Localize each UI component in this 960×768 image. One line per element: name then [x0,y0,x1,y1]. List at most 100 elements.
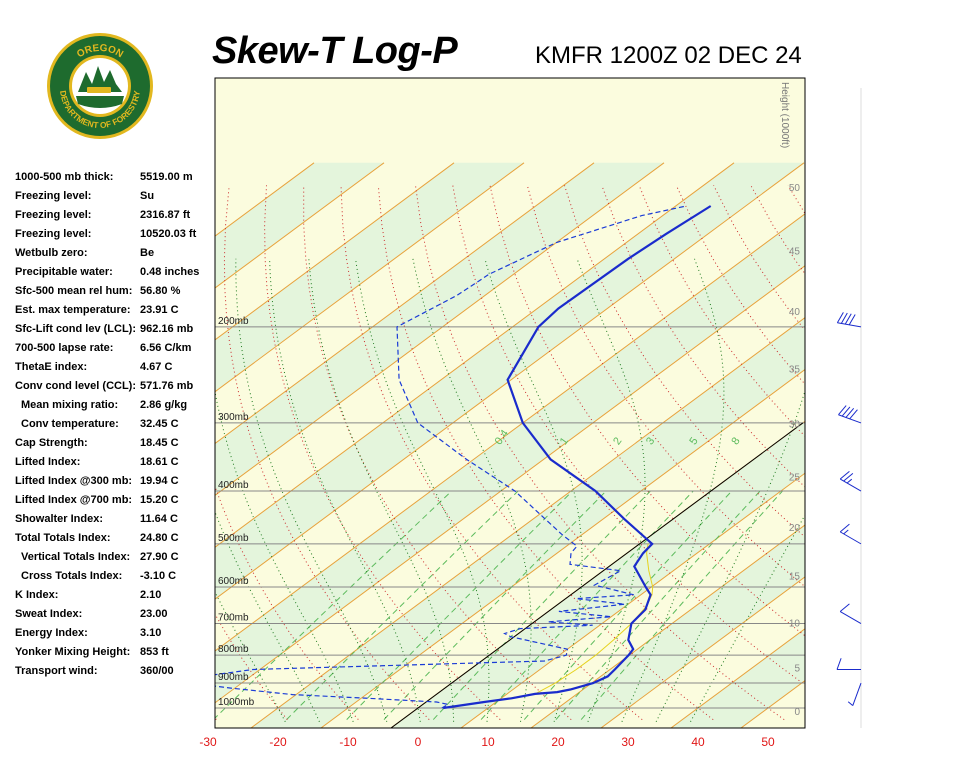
wind-barb-flag [848,314,856,326]
dry-adiabat [415,185,785,721]
index-label: Est. max temperature: [15,304,131,316]
height-tick-label: 20 [789,523,801,534]
wind-barb-flag [836,658,842,670]
index-value: 18.61 C [140,456,179,468]
wind-barb [847,682,862,706]
index-row: Est. max temperature: 23.91 C [15,301,215,320]
wind-barb [839,470,862,492]
index-row: Conv temperature: 32.45 C [15,415,215,434]
mixing-ratio-line [580,490,783,720]
dry-adiabat [863,185,960,719]
index-row: Yonker Mixing Height: 853 ft [15,643,215,662]
temperature-profile [443,205,712,710]
temperature-tick-label: 10 [481,735,495,749]
wind-barb-flag [843,529,849,535]
isotherm [320,368,805,728]
index-label: Mean mixing ratio: [21,399,119,411]
moist-adiabat [355,258,490,722]
isotherm [215,162,525,393]
index-value: 0.48 inches [140,266,200,278]
wind-barb-flag [841,406,851,417]
dry-adiabat [564,185,805,538]
index-label: Cross Totals Index: [21,570,123,582]
mixing-ratio-line [383,490,607,720]
index-value: 360/00 [140,665,174,677]
oregon-forestry-logo: OREGON DEPARTMENT OF FORESTRY [47,33,153,139]
wind-barb-flag [846,478,853,484]
isotherm [215,162,735,548]
wind-barb-shaft [852,682,862,706]
index-row: Wetbulb zero: Be [15,244,215,263]
plot-frame [214,77,806,729]
index-value: 6.56 C/km [140,342,192,354]
mixing-ratio-label: 1 [558,435,571,447]
mixing-ratio-line [346,490,573,720]
station-time-label: KMFR 1200Z 02 DEC 24 [535,42,802,69]
index-row: 700-500 lapse rate: 6.56 C/km [15,339,215,358]
index-label: Freezing level: [15,228,92,240]
temperature-tick-label: 20 [551,735,565,749]
wind-barb-flag [836,312,844,324]
wind-barb [839,603,862,624]
wind-barb-flag [845,407,855,418]
wind-barb-flag [838,405,847,416]
index-value: 3.10 [140,627,162,639]
dry-adiabat [825,185,960,719]
index-label: Total Totals Index: [15,532,111,544]
index-row: Lifted Index: 18.61 C [15,453,215,472]
isotherm [600,576,805,728]
dry-adiabat [900,185,960,719]
index-row: Precipitable water: 0.48 inches [15,263,215,282]
mixing-ratio-label: 2 [611,435,624,447]
stability-indices-panel: 1000-500 mb thick: 5519.00 m Freezing leve… [15,168,215,681]
index-value: 23.00 [140,608,168,620]
index-label: Lifted Index: [15,456,81,468]
isotherm [215,162,385,289]
dry-adiabat [223,185,430,720]
pressure-label: 800mb [218,644,249,655]
index-row: Lifted Index @700 mb: 15.20 C [15,491,215,510]
index-label: Sfc-Lift cond lev (LCL): [15,323,136,335]
pressure-label: 400mb [218,480,249,491]
temperature-tick-label: -10 [339,735,357,749]
index-label: Lifted Index @700 mb: [15,494,133,506]
index-label: Yonker Mixing Height: [15,646,131,658]
height-tick-label: 45 [789,246,801,257]
index-row: Freezing level: 10520.03 ft [15,225,215,244]
index-value: 962.16 mb [140,323,194,335]
dry-adiabat [489,185,805,637]
index-row: Conv cond level (CCL): 571.76 mb [15,377,215,396]
dry-adiabat [638,185,805,437]
moist-adiabat [235,258,388,722]
chart-title: Skew-T Log-P [212,30,458,72]
height-tick-label: 35 [789,365,801,376]
index-label: K Index: [15,589,59,601]
index-value: 571.76 mb [140,380,194,392]
index-label: 1000-500 mb thick: [15,171,114,183]
index-label: Conv temperature: [21,418,119,430]
dry-adiabat [787,185,805,215]
index-label: Energy Index: [15,627,88,639]
height-tick-label: 50 [789,183,801,194]
index-label: Conv cond level (CCL): [15,380,137,392]
isotherm [215,162,595,445]
wind-barb-flag [839,603,850,612]
wind-barb [838,405,862,424]
plot-area [215,162,960,728]
wind-barb-shaft [839,611,862,624]
wind-barb-flag [847,701,854,706]
height-tick-label: 40 [789,307,801,318]
height-axis-label: Height (1000ft) [779,82,790,148]
pressure-label: 700mb [218,613,249,624]
index-row: 1000-500 mb thick: 5519.00 m [15,168,215,187]
index-label: Cap Strength: [15,437,88,449]
wind-barb-flag [843,472,854,482]
index-row: Sfc-500 mean rel hum: 56.80 % [15,282,215,301]
pressure-label: 300mb [218,412,249,423]
index-label: ThetaE index: [15,361,88,373]
mixing-ratio-line [286,490,519,720]
height-tick-label: 10 [789,618,801,629]
isotherm [215,162,805,600]
index-row: ThetaE index: 4.67 C [15,358,215,377]
index-value: Su [140,190,155,202]
